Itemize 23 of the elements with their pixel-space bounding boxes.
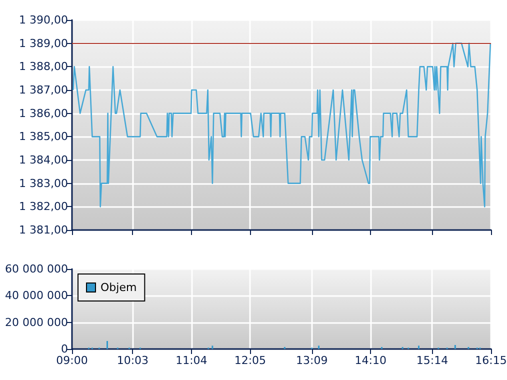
x-tick-label: 11:04 bbox=[176, 354, 208, 367]
y-tick-label: 1 387,00 bbox=[19, 84, 68, 96]
x-tick-label: 09:00 bbox=[56, 354, 88, 367]
legend-label: Objem bbox=[100, 281, 137, 294]
x-tick-label: 14:10 bbox=[354, 354, 386, 367]
y-tick-label: 20 000 000 bbox=[5, 316, 68, 329]
y-tick-label: 0 bbox=[61, 342, 68, 356]
x-tick-label: 13:09 bbox=[296, 354, 328, 367]
y-tick-label: 60 000 000 bbox=[5, 262, 68, 276]
y-tick-label: 1 382,00 bbox=[19, 200, 68, 214]
y-tick-label: 1 389,00 bbox=[19, 36, 68, 50]
y-tick-label: 1 385,00 bbox=[19, 130, 68, 144]
x-tick-label: 15:14 bbox=[416, 354, 448, 367]
x-tick-label: 16:15 bbox=[475, 354, 507, 367]
y-tick-label: 1 383,00 bbox=[19, 176, 68, 190]
y-tick-label: 1 386,00 bbox=[19, 106, 68, 120]
y-tick-label: 1 384,00 bbox=[19, 154, 68, 166]
y-tick-label: 1 388,00 bbox=[19, 60, 68, 74]
y-tick-label: 40 000 000 bbox=[5, 289, 68, 302]
x-tick-label: 10:03 bbox=[116, 354, 149, 367]
y-tick-label: 1 381,00 bbox=[19, 224, 68, 236]
y-tick-label: 1 390,00 bbox=[19, 14, 68, 26]
x-tick-label: 12:05 bbox=[234, 354, 266, 367]
